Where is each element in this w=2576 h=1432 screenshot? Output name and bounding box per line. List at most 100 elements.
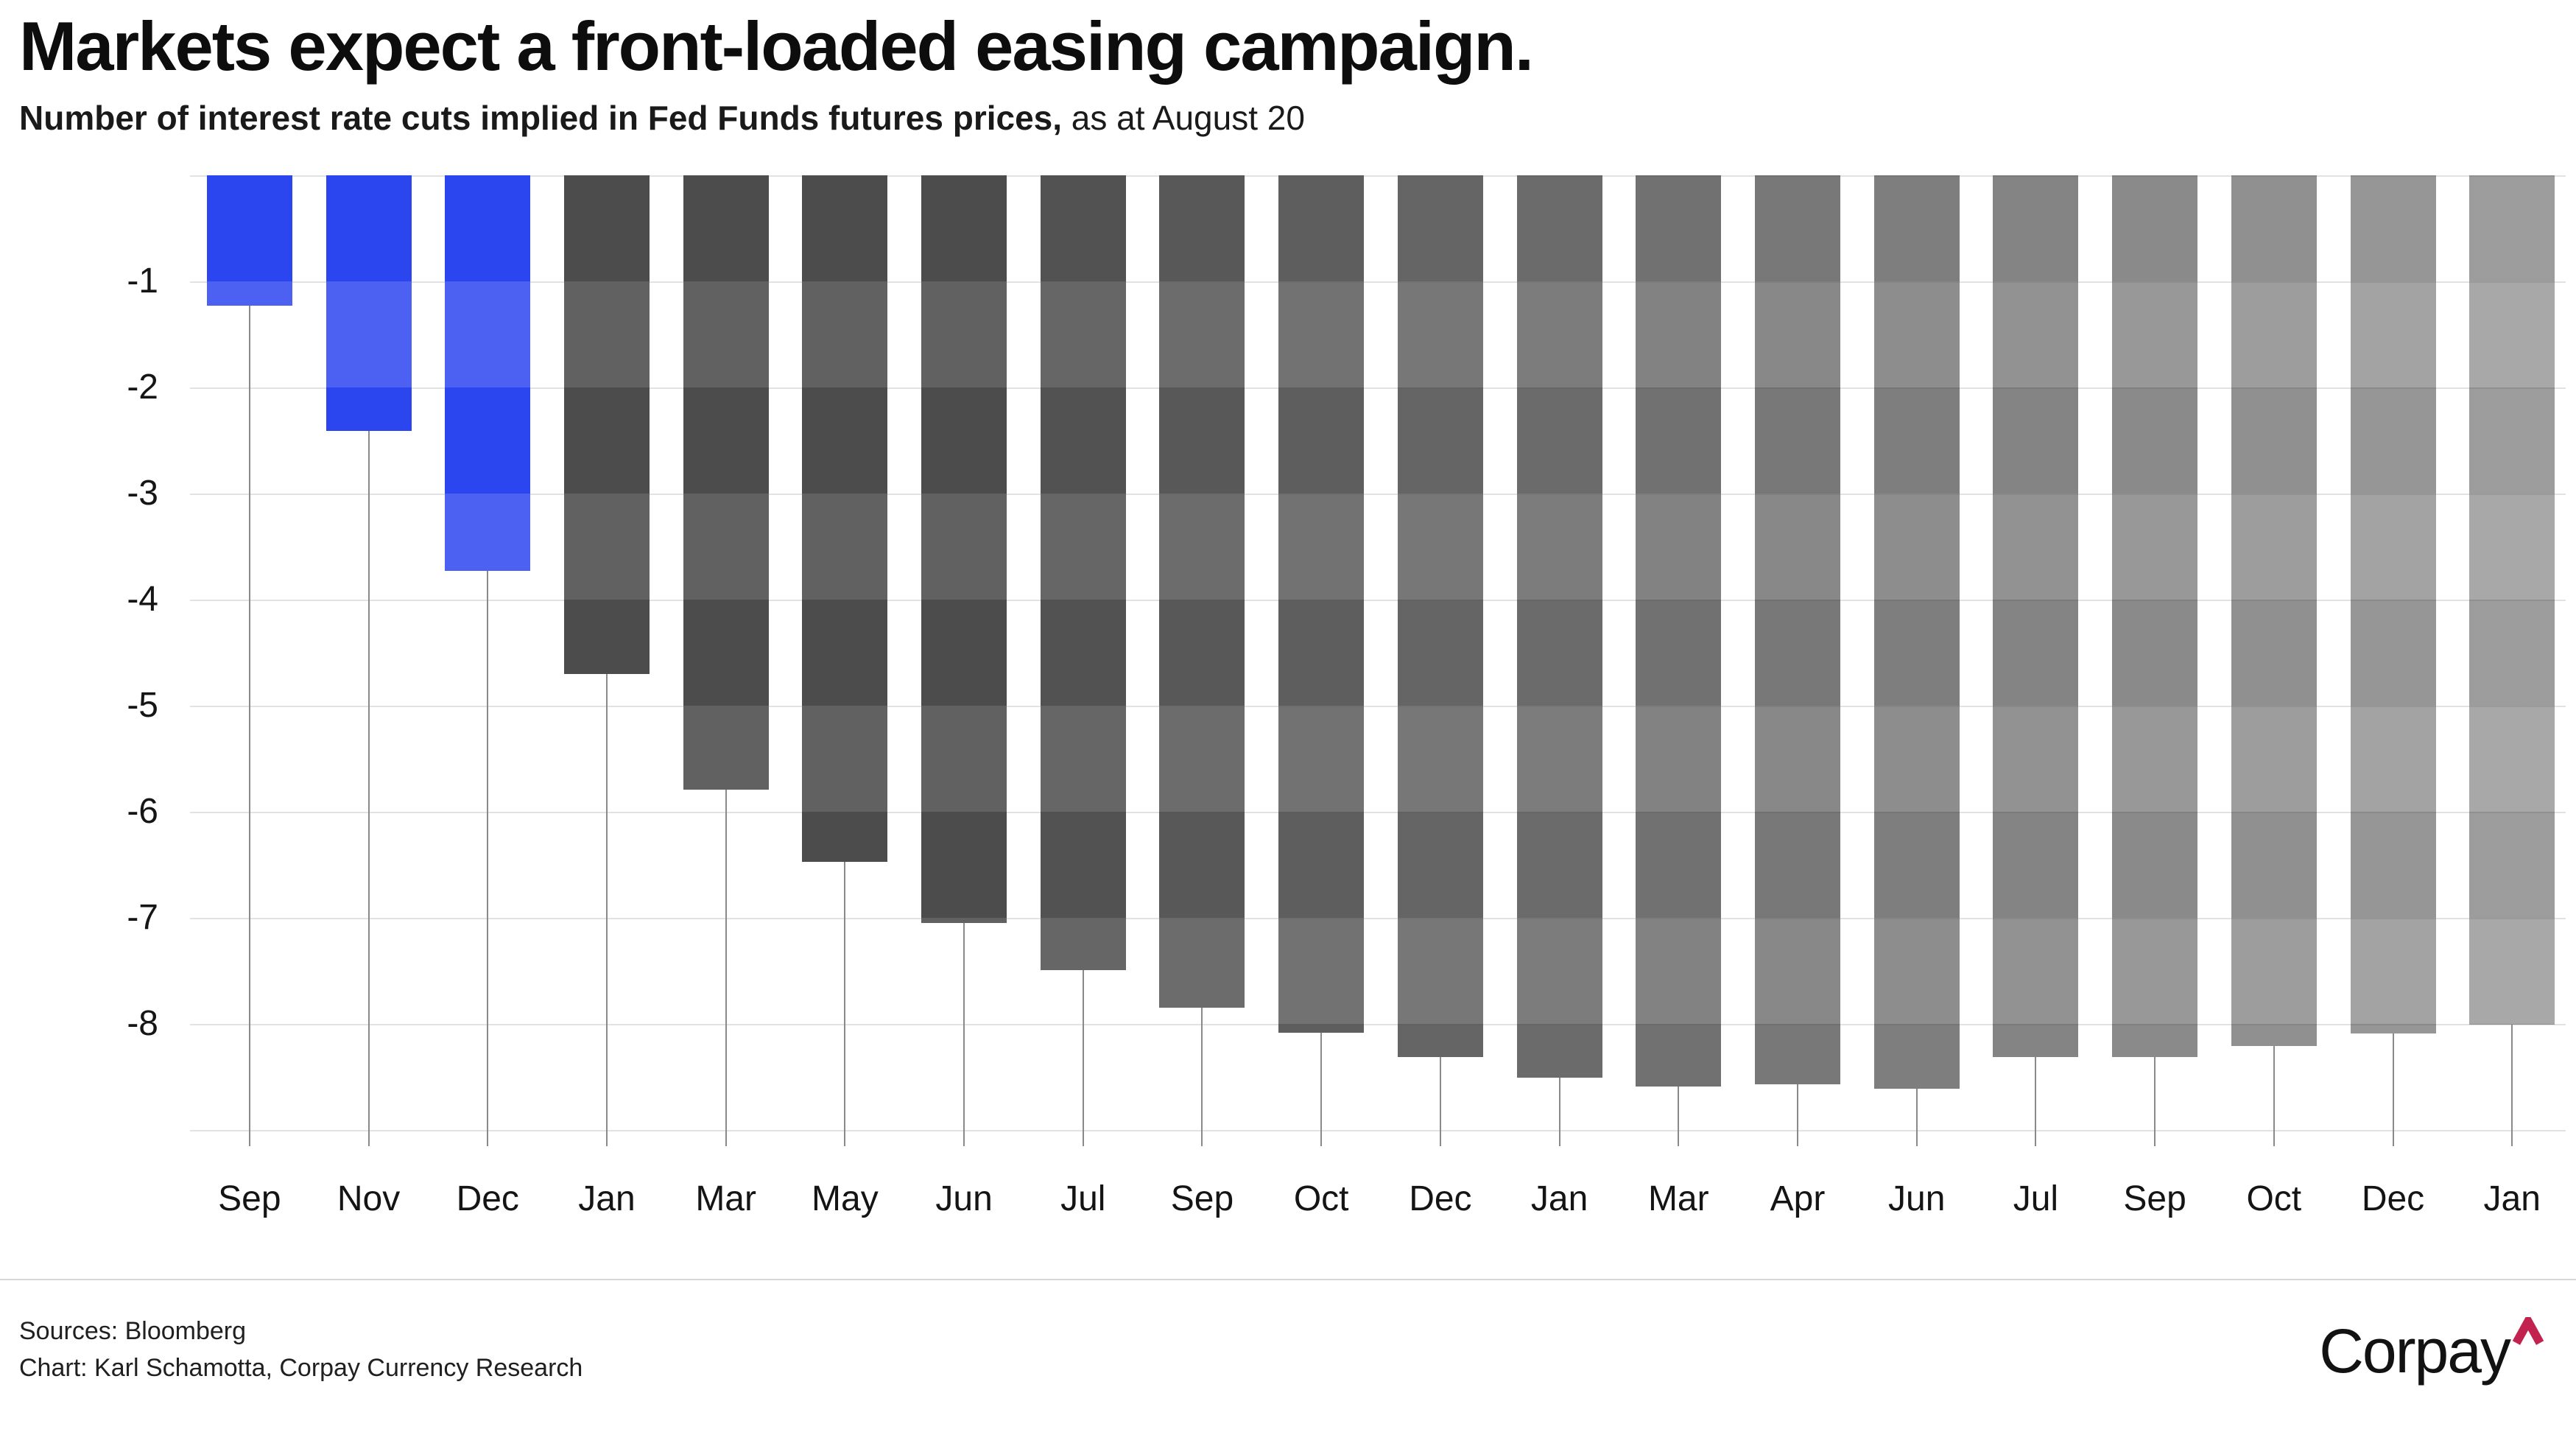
- y-tick-label: -4: [127, 580, 158, 619]
- chart-title: Markets expect a front-loaded easing cam…: [19, 7, 1534, 85]
- bar-stem: [605, 673, 608, 1146]
- x-tick-label: Dec: [2361, 1179, 2425, 1218]
- x-tick-label: Jul: [1060, 1179, 1106, 1218]
- bar: [2112, 175, 2198, 1057]
- bar-column: Jul: [1977, 175, 2096, 1218]
- bar-stem: [367, 431, 370, 1146]
- bar: [2469, 175, 2555, 1025]
- y-tick-label: -8: [127, 1004, 158, 1043]
- bar-stem: [1915, 1088, 1918, 1146]
- bar-stem: [963, 923, 965, 1146]
- bar: [1873, 175, 1960, 1089]
- chart-subtitle: Number of interest rate cuts implied in …: [19, 98, 1532, 138]
- bar: [1754, 175, 1840, 1085]
- bar-stem: [1320, 1032, 1323, 1146]
- bar: [683, 175, 769, 790]
- y-tick-label: -3: [127, 474, 158, 513]
- bar-column: Jul: [1024, 175, 1143, 1218]
- bar: [1278, 175, 1365, 1033]
- x-tick-label: Jan: [1530, 1179, 1588, 1218]
- bar-column: Mar: [1619, 175, 1738, 1218]
- gridline: [190, 918, 2566, 919]
- bar-stem: [2035, 1056, 2037, 1146]
- gridline: [190, 600, 2566, 601]
- bar-stem: [1796, 1084, 1798, 1146]
- y-tick-label: -5: [127, 686, 158, 725]
- gridline: [190, 1130, 2566, 1131]
- y-tick-label: -1: [127, 262, 158, 301]
- x-tick-label: Jun: [1887, 1179, 1946, 1218]
- bar: [921, 175, 1007, 924]
- bar-column: Jun: [904, 175, 1024, 1218]
- bar-stem: [725, 789, 727, 1146]
- bar-stem: [1558, 1078, 1560, 1146]
- bar-column: Jan: [1500, 175, 1619, 1218]
- bar-column: Sep: [1143, 175, 1262, 1218]
- bar-stem: [2392, 1033, 2394, 1146]
- x-tick-label: Oct: [1293, 1179, 1349, 1218]
- gridline: [190, 387, 2566, 389]
- corpay-logo-text: Corpay: [2319, 1316, 2511, 1386]
- bar: [802, 175, 888, 862]
- bar-stem: [1082, 969, 1084, 1146]
- bar-column: Apr: [1738, 175, 1857, 1218]
- bar-column: Jan: [547, 175, 666, 1218]
- bar-column: Sep: [190, 175, 309, 1218]
- x-tick-label: Mar: [695, 1179, 756, 1218]
- chart-header: Markets expect a front-loaded easing cam…: [19, 7, 1534, 138]
- sources-note: Sources: Bloomberg: [19, 1317, 247, 1345]
- bar-stem: [487, 571, 489, 1146]
- bar: [1516, 175, 1602, 1078]
- bar: [1397, 175, 1483, 1057]
- x-tick-label: Sep: [1170, 1179, 1234, 1218]
- bar-chart: -1 -2 -3 -4 -5 -6 -7 -8 Sep Nov Dec Jan Mar May Jun Ju…: [0, 175, 2576, 1251]
- credit-note: Chart: Karl Schamotta, Corpay Currency R…: [19, 1354, 583, 1382]
- bar: [1993, 175, 2079, 1057]
- gridline: [190, 175, 2566, 177]
- bar-column: May: [786, 175, 905, 1218]
- bar-stem: [2511, 1025, 2513, 1146]
- x-tick-label: May: [812, 1179, 879, 1218]
- bar: [563, 175, 650, 674]
- bar-stem: [1439, 1056, 1441, 1146]
- bar: [325, 175, 412, 432]
- bar-column: Jun: [1857, 175, 1977, 1218]
- bar-stem: [248, 306, 250, 1146]
- bar-column: Oct: [2214, 175, 2334, 1218]
- corpay-caret-icon: [2513, 1317, 2544, 1345]
- bar-stem: [1201, 1008, 1203, 1146]
- bar-column: Jan: [2452, 175, 2572, 1218]
- corpay-logo: Corpay: [2319, 1316, 2544, 1387]
- x-tick-label: Dec: [456, 1179, 519, 1218]
- footer-notes: Sources: Bloomberg Chart: Karl Schamotta…: [19, 1313, 583, 1386]
- bar-column: Mar: [666, 175, 786, 1218]
- gridline: [190, 281, 2566, 283]
- x-tick-label: Jan: [578, 1179, 636, 1218]
- y-tick-label: -2: [127, 368, 158, 407]
- x-tick-label: Nov: [337, 1179, 401, 1218]
- footer-separator: [0, 1279, 2576, 1280]
- bar-column: Oct: [1261, 175, 1381, 1218]
- bar-stem: [2154, 1056, 2156, 1146]
- bar: [1159, 175, 1245, 1008]
- bar: [1040, 175, 1126, 970]
- bar-stem: [844, 861, 846, 1146]
- bar-column: Dec: [2334, 175, 2453, 1218]
- gridline: [190, 1024, 2566, 1025]
- x-tick-label: Mar: [1647, 1179, 1709, 1218]
- x-tick-label: Oct: [2246, 1179, 2302, 1218]
- bar: [1636, 175, 1722, 1087]
- bar: [2350, 175, 2436, 1033]
- subtitle-bold-text: Number of interest rate cuts implied in …: [19, 98, 1063, 137]
- bar-column: Dec: [428, 175, 547, 1218]
- bar-column: Nov: [309, 175, 429, 1218]
- bar-columns: Sep Nov Dec Jan Mar May Jun Jul Sep Oct Dec Jan Mar A…: [190, 175, 2572, 1218]
- bar: [206, 175, 292, 306]
- gridline: [190, 706, 2566, 707]
- bar-column: Sep: [2095, 175, 2214, 1218]
- bar: [2231, 175, 2317, 1047]
- x-tick-label: Dec: [1409, 1179, 1472, 1218]
- x-tick-label: Jul: [2013, 1179, 2059, 1218]
- gridline: [190, 812, 2566, 813]
- x-tick-label: Jan: [2483, 1179, 2541, 1218]
